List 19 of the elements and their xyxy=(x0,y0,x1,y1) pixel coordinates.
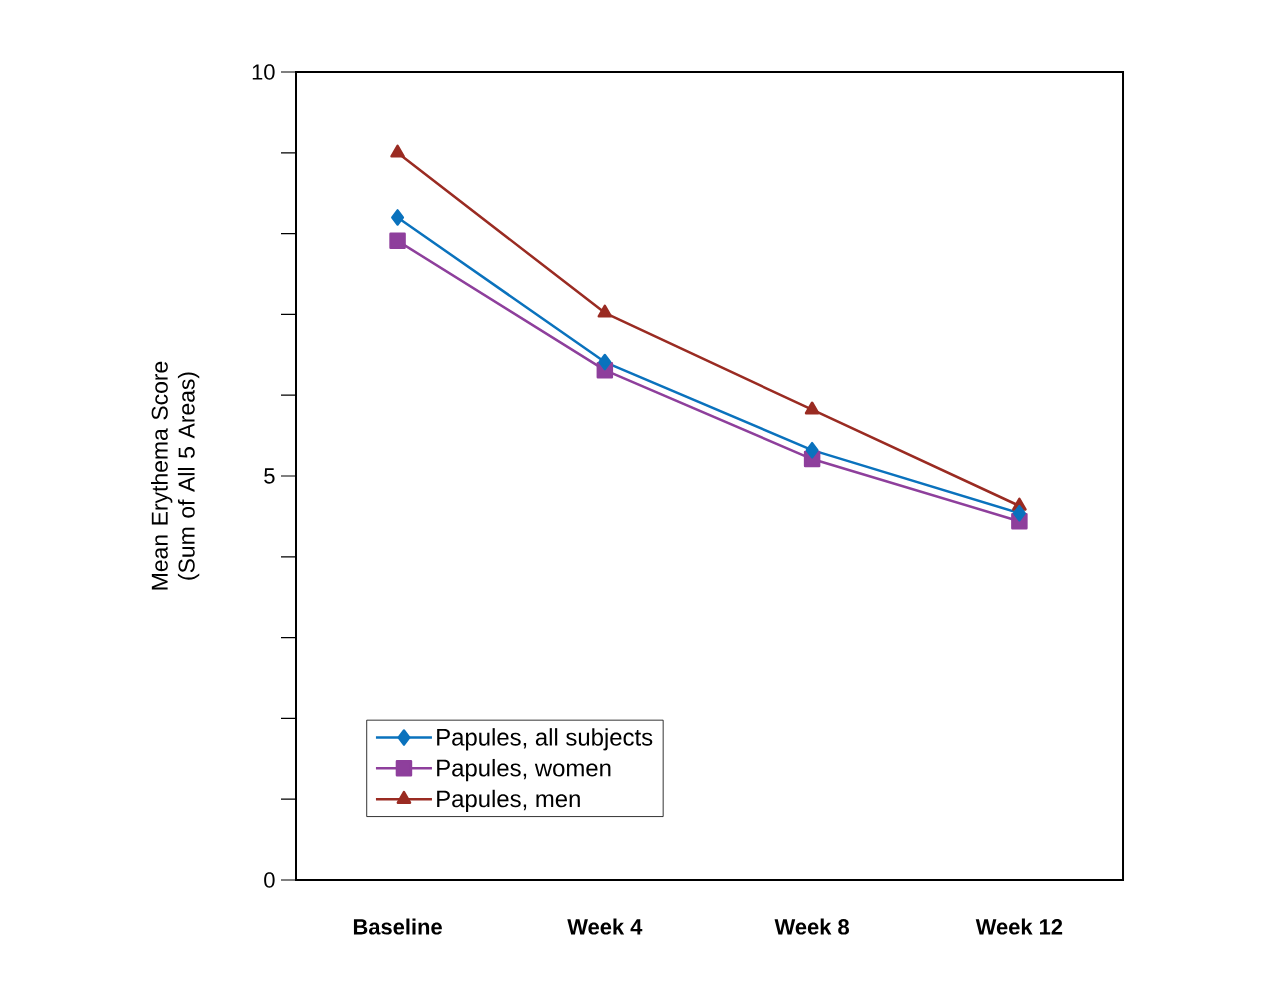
point xyxy=(805,441,819,459)
legend-label: Papules, men xyxy=(437,789,580,813)
point xyxy=(804,401,820,415)
x-tick-label: Baseline xyxy=(353,918,442,935)
x-tick-label: Week 4 xyxy=(567,918,643,935)
point xyxy=(597,304,613,318)
point xyxy=(389,232,406,250)
y-tick-label: 5 xyxy=(264,468,275,484)
legend-label: Papules, all subjects xyxy=(437,728,653,751)
point xyxy=(598,353,612,371)
point xyxy=(391,209,405,226)
x-tick-label: Week 8 xyxy=(774,918,849,935)
y-tick-label: 10 xyxy=(252,64,275,80)
legend-label: Papules, women xyxy=(437,758,611,782)
point xyxy=(1012,504,1026,522)
y-axis-title: Mean Erythema Score (Sum of All 5 Areas) xyxy=(151,361,200,590)
point xyxy=(390,144,405,158)
x-tick-label: Week 12 xyxy=(975,918,1063,935)
y-tick-label: 0 xyxy=(264,872,275,888)
